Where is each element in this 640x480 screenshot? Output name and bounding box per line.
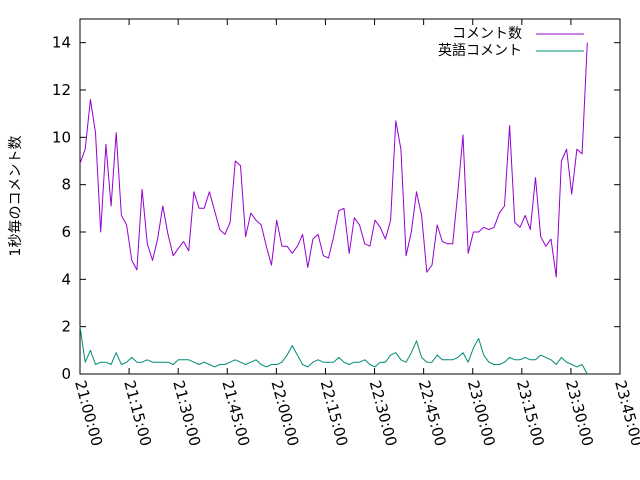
series-line-2 (79, 326, 588, 375)
x-tick-label: 22:45:00 (415, 378, 450, 448)
legend-label: コメント数 (452, 26, 522, 42)
x-tick-label: 23:45:00 (611, 378, 640, 448)
x-axis: 21:00:00 21:15:00 21:30:00 21:45:00 22:00:00… (71, 19, 640, 448)
y-tick-label: 2 (61, 318, 71, 336)
x-tick-label: 23:30:00 (562, 378, 597, 448)
legend-label: 英語コメント (438, 42, 522, 59)
x-tick-label: 23:00:00 (464, 378, 499, 448)
y-tick-label: 12 (52, 81, 71, 99)
x-tick-label: 21:15:00 (120, 378, 155, 448)
y-tick-label: 10 (52, 128, 71, 146)
plot-frame (79, 18, 621, 375)
x-tick-label: 21:45:00 (218, 378, 253, 448)
x-tick-label: 21:00:00 (71, 378, 106, 448)
x-tick-label: 23:15:00 (513, 378, 548, 448)
series-line-1 (79, 42, 588, 278)
y-axis: 0 2 4 6 8 10 12 14 (52, 34, 620, 383)
series-lines (79, 42, 588, 375)
x-tick-label: 22:00:00 (267, 378, 302, 448)
x-tick-label: 21:30:00 (169, 378, 204, 448)
x-tick-label: 22:30:00 (366, 378, 401, 448)
y-tick-label: 14 (52, 34, 71, 52)
y-tick-label: 0 (61, 365, 71, 383)
y-tick-label: 4 (61, 270, 71, 288)
y-tick-label: 8 (61, 176, 71, 194)
y-axis-title: 1秒毎のコメント数 (8, 136, 24, 257)
y-tick-label: 6 (61, 223, 71, 241)
x-tick-label: 22:15:00 (317, 378, 352, 448)
